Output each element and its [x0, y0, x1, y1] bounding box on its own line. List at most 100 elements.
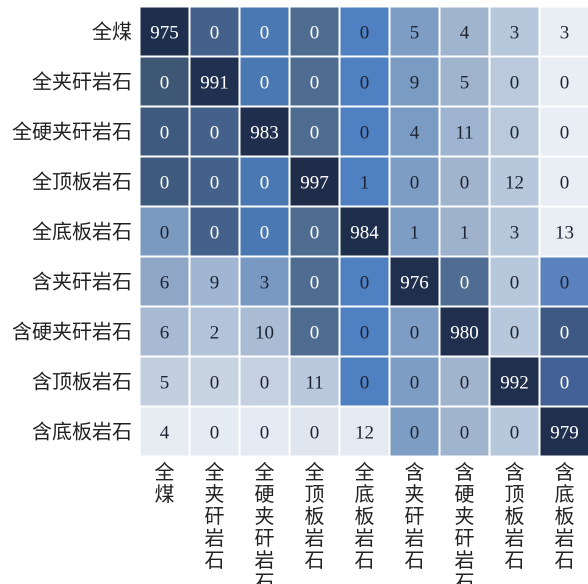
heatmap-cell: [439, 56, 490, 107]
cell-value: 0: [560, 123, 570, 144]
cell-value: 10: [255, 323, 274, 344]
heatmap-cell: [439, 356, 490, 407]
heatmap-cell: [439, 306, 490, 357]
row-label: 含底板岩石: [32, 420, 132, 444]
cell-value: 0: [310, 73, 320, 94]
cell-value: 5: [460, 73, 470, 94]
column-labels: 全煤 全夹矸岩石 全硬夹矸岩石 全顶板岩石 全底板岩石 含夹矸岩石 含硬夹矸岩石 含顶板岩石 含…: [155, 460, 575, 584]
heatmap-cell: [489, 206, 540, 257]
heatmap-cell: [539, 156, 588, 207]
heatmap-cell: [239, 306, 290, 357]
cell-value: 0: [260, 73, 270, 94]
heatmap-cell: [389, 306, 440, 357]
heatmap-cell: [539, 56, 588, 107]
cell-value: 997: [300, 173, 329, 194]
cell-value: 0: [460, 273, 470, 294]
heatmap-cell: [189, 256, 240, 307]
column-label: 含顶板岩石: [505, 460, 525, 572]
heatmap-cell: [389, 356, 440, 407]
cell-value: 11: [455, 123, 473, 144]
heatmap-cell: [139, 206, 190, 257]
heatmap-cell: [189, 156, 240, 207]
cell-value: 0: [260, 373, 270, 394]
heatmap-cell: [289, 6, 340, 57]
heatmap-cell: [289, 206, 340, 257]
heatmap-cell: [439, 106, 490, 157]
cell-value: 0: [560, 73, 570, 94]
heatmap-cell: [489, 356, 540, 407]
heatmap-cell: [339, 256, 390, 307]
heatmap-cell: [539, 206, 588, 257]
heatmap-cell: [289, 406, 340, 457]
cell-value: 0: [210, 23, 220, 44]
heatmap-cell: [489, 406, 540, 457]
cell-value: 0: [160, 73, 170, 94]
heatmap-cell: [239, 56, 290, 107]
cell-value: 9: [410, 73, 420, 94]
heatmap-cell: [489, 6, 540, 57]
heatmap-cell: [139, 356, 190, 407]
heatmap-cell: [439, 406, 490, 457]
cell-value: 3: [510, 223, 520, 244]
cell-value: 0: [210, 423, 220, 444]
column-label: 全夹矸岩石: [205, 460, 225, 572]
cell-value: 976: [400, 273, 429, 294]
cell-value: 0: [460, 373, 470, 394]
cell-value: 3: [560, 23, 570, 44]
column-label: 全底板岩石: [355, 460, 375, 572]
cell-value: 0: [260, 223, 270, 244]
heatmap-cell: [489, 156, 540, 207]
row-label: 全硬夹矸岩石: [12, 120, 132, 144]
cell-value: 4: [460, 23, 470, 44]
cell-value: 0: [210, 223, 220, 244]
column-label: 含底板岩石: [555, 460, 575, 572]
heatmap-cell: [139, 256, 190, 307]
row-label: 含硬夹矸岩石: [12, 320, 132, 344]
cell-value: 979: [550, 423, 579, 444]
cell-value: 1: [360, 173, 370, 194]
heatmap-cell: [339, 156, 390, 207]
row-label: 全夹矸岩石: [32, 70, 132, 94]
cell-value: 0: [360, 373, 370, 394]
heatmap-cell: [539, 356, 588, 407]
heatmap-cell: [339, 206, 390, 257]
heatmap-cell: [489, 306, 540, 357]
heatmap-cell: [189, 106, 240, 157]
cell-value: 0: [160, 223, 170, 244]
cell-value: 1: [410, 223, 420, 244]
heatmap-cell: [339, 306, 390, 357]
heatmap-cell: [389, 406, 440, 457]
heatmap-cell: [189, 406, 240, 457]
heatmap-cell: [389, 56, 440, 107]
cell-value: 0: [560, 373, 570, 394]
cell-value: 0: [510, 323, 520, 344]
heatmap-cell: [539, 406, 588, 457]
cell-value: 0: [260, 423, 270, 444]
heatmap-cell: [539, 106, 588, 157]
heatmap-cell: [489, 106, 540, 157]
heatmap-cell: [339, 356, 390, 407]
cell-value: 0: [310, 123, 320, 144]
cell-value: 0: [360, 273, 370, 294]
cell-value: 5: [160, 373, 170, 394]
cell-value: 0: [360, 73, 370, 94]
heatmap-cell: [239, 406, 290, 457]
heatmap-cells: [139, 6, 588, 457]
cell-value: 992: [500, 373, 529, 394]
heatmap-cell: [339, 406, 390, 457]
cell-value: 6: [160, 273, 170, 294]
heatmap-cell: [239, 156, 290, 207]
cell-value: 12: [355, 423, 374, 444]
heatmap-cell: [439, 206, 490, 257]
heatmap-cell: [139, 6, 190, 57]
heatmap-cell: [389, 106, 440, 157]
heatmap-cell: [539, 6, 588, 57]
cell-value: 0: [260, 173, 270, 194]
heatmap-cell: [289, 106, 340, 157]
heatmap-cell: [139, 106, 190, 157]
cell-value: 0: [310, 23, 320, 44]
heatmap-cell: [189, 56, 240, 107]
cell-value: 0: [410, 323, 420, 344]
heatmap-cell: [239, 6, 290, 57]
